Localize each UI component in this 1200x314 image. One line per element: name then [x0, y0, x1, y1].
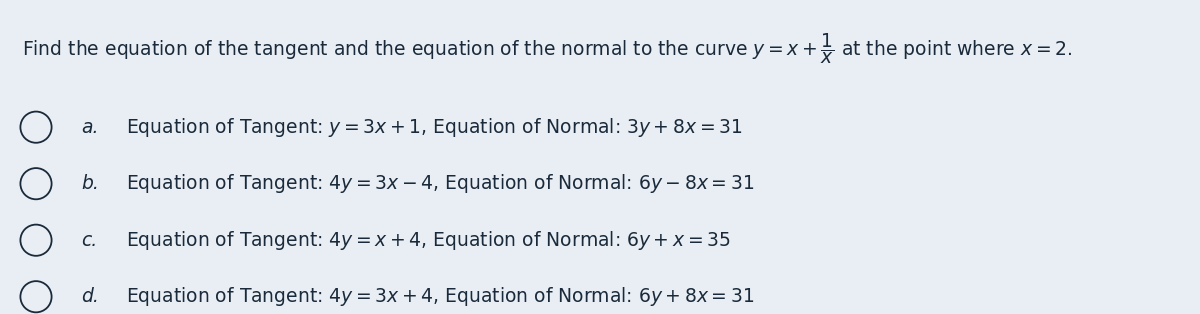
Text: c.: c.: [82, 231, 98, 250]
Text: Equation of Tangent: $4y = 3x + 4$, Equation of Normal: $6y + 8x = 31$: Equation of Tangent: $4y = 3x + 4$, Equa…: [126, 285, 755, 308]
Text: Equation of Tangent: $4y = 3x - 4$, Equation of Normal: $6y - 8x = 31$: Equation of Tangent: $4y = 3x - 4$, Equa…: [126, 172, 755, 195]
Text: d.: d.: [82, 287, 100, 306]
Text: Find the equation of the tangent and the equation of the normal to the curve $y : Find the equation of the tangent and the…: [22, 31, 1072, 66]
Text: b.: b.: [82, 174, 100, 193]
Text: a.: a.: [82, 118, 100, 137]
Text: Equation of Tangent: $4y = x + 4$, Equation of Normal: $6y + x = 35$: Equation of Tangent: $4y = x + 4$, Equat…: [126, 229, 731, 252]
Text: Equation of Tangent: $y = 3x + 1$, Equation of Normal: $3y + 8x = 31$: Equation of Tangent: $y = 3x + 1$, Equat…: [126, 116, 743, 139]
